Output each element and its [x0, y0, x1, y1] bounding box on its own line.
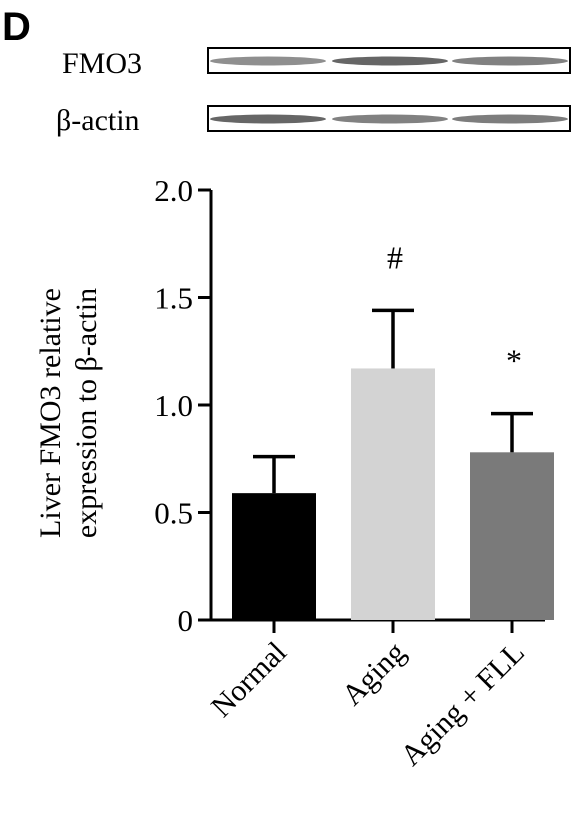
bar-aging-fll [470, 452, 554, 620]
bar-normal [232, 493, 316, 620]
bar-chart: Liver FMO3 relative expression to β-acti… [34, 173, 554, 772]
x-axis [211, 618, 545, 633]
significance-marks: #* [387, 239, 522, 378]
y-axis-title: Liver FMO3 relative expression to β-acti… [34, 288, 103, 538]
bars [232, 368, 554, 620]
category-label: Aging [336, 636, 412, 712]
category-label: Normal [205, 636, 293, 724]
y-axis: 0 0.5 1.0 1.5 2.0 [154, 173, 213, 638]
bar-aging [351, 368, 435, 620]
western-blot: FMO3 β-actin [56, 47, 571, 137]
blot-label-beta-actin: β-actin [56, 104, 140, 137]
blot-band [210, 114, 326, 124]
y-axis-title-line-1: Liver FMO3 relative [34, 288, 67, 538]
error-bars [253, 308, 533, 494]
category-label: Aging + FLL [394, 636, 531, 773]
y-tick-label: 1.5 [154, 281, 193, 316]
y-axis-title-line-2: expression to β-actin [70, 288, 103, 538]
significance-mark: # [387, 239, 403, 275]
significance-mark: * [506, 343, 522, 379]
blot-band [332, 56, 448, 66]
blot-band [452, 114, 568, 124]
blot-band [210, 56, 326, 66]
blot-band [332, 114, 448, 124]
blot-label-fmo3: FMO3 [62, 47, 142, 80]
panel-label: D [2, 5, 31, 49]
y-tick-label: 2.0 [154, 173, 193, 208]
y-tick-label: 0 [178, 603, 194, 638]
y-tick-label: 0.5 [154, 496, 193, 531]
blot-band [452, 56, 568, 66]
y-tick-label: 1.0 [154, 388, 193, 423]
